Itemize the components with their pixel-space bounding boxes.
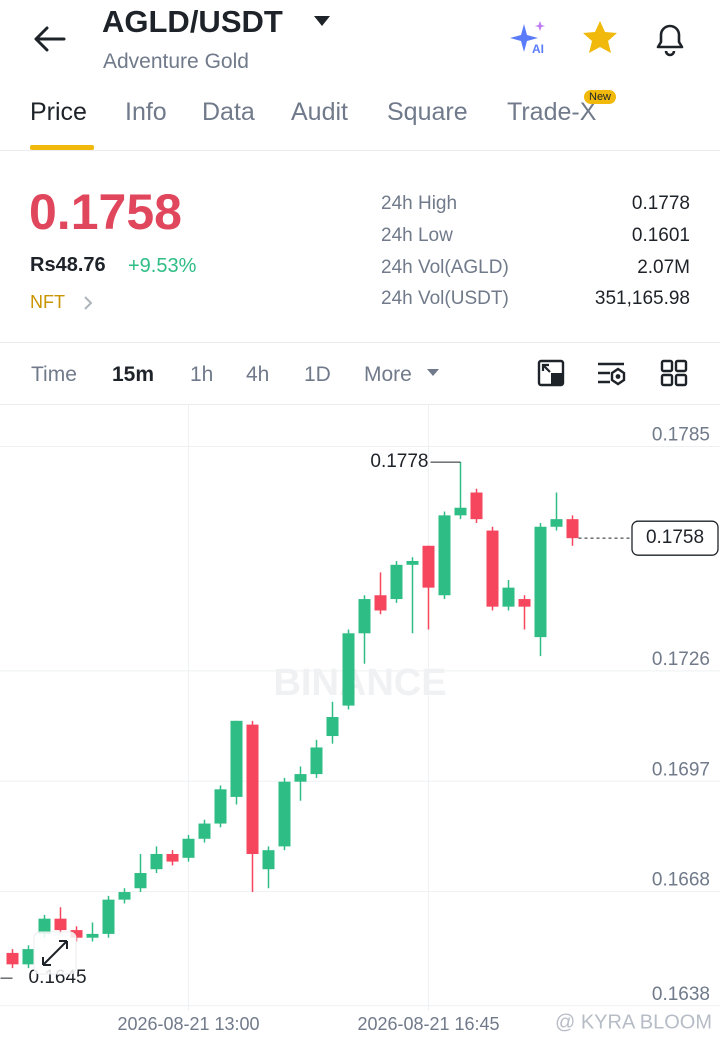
- candle-body: [278, 781, 291, 847]
- candle-body: [566, 519, 579, 539]
- candle-body: [262, 850, 275, 870]
- zoom-icon: [42, 940, 68, 966]
- candle-body: [374, 595, 387, 611]
- tab[interactable]: Info: [125, 98, 167, 126]
- candle-body: [166, 853, 179, 862]
- price-change: +9.53%: [128, 255, 197, 277]
- stat-label: 24h Low: [381, 225, 453, 246]
- fiat-price: Rs48.76: [30, 254, 106, 276]
- candle-body: [134, 873, 147, 889]
- candle-body: [534, 526, 547, 638]
- tab[interactable]: Trade-X: [507, 98, 597, 126]
- divider: [0, 342, 720, 343]
- tab-active[interactable]: Price: [30, 98, 87, 126]
- stat-value: 0.1778: [631, 193, 690, 214]
- interval[interactable]: 1h: [190, 363, 214, 386]
- y-tick-label: 0.1697: [652, 759, 710, 780]
- pair-name: Adventure Gold: [103, 50, 249, 73]
- x-tick-label: 2026-08-21 13:00: [117, 1014, 259, 1034]
- candle-body: [86, 933, 99, 938]
- y-tick-label: 0.1785: [652, 424, 710, 445]
- candle-body: [150, 853, 163, 870]
- tab-indicator: [30, 145, 94, 150]
- candle-body: [470, 492, 483, 520]
- pair-dropdown[interactable]: [312, 14, 332, 28]
- candle-body: [518, 599, 531, 607]
- interval[interactable]: 1D: [304, 363, 331, 386]
- candle-body: [54, 918, 67, 931]
- stat-value: 351,165.98: [594, 288, 690, 309]
- candle-body: [342, 633, 355, 706]
- y-tick-label: 0.1638: [652, 984, 710, 1005]
- notification-button[interactable]: [650, 18, 690, 58]
- watermark: BINANCE: [273, 662, 446, 704]
- candle-body: [550, 519, 563, 527]
- favorite-button[interactable]: [580, 18, 620, 58]
- stat-label: 24h Vol(AGLD): [381, 257, 509, 278]
- candle-body: [486, 530, 499, 607]
- nft-tag[interactable]: NFT: [30, 292, 65, 312]
- candle-body: [22, 949, 35, 965]
- candle-body: [118, 892, 131, 900]
- candle-body: [358, 599, 371, 634]
- ai-button[interactable]: AI: [508, 18, 552, 58]
- last-price-label: 0.1758: [646, 527, 704, 548]
- last-price: 0.1758: [29, 184, 182, 240]
- y-tick-label: 0.1726: [652, 649, 710, 670]
- candle-body: [502, 587, 515, 607]
- x-tick-label: 2026-08-21 16:45: [357, 1014, 499, 1034]
- candle-body: [214, 789, 227, 824]
- candle-body: [454, 507, 467, 516]
- new-badge: New: [584, 90, 617, 104]
- stat-label: 24h High: [381, 193, 458, 214]
- stat-value: 2.07M: [637, 257, 690, 278]
- candle-body: [326, 717, 339, 737]
- candle-body: [246, 724, 259, 854]
- stat-label: 24h Vol(USDT): [381, 288, 509, 309]
- high-marker-label: 0.1778: [370, 451, 428, 472]
- candle-body: [102, 899, 115, 934]
- candle-body: [38, 918, 51, 934]
- pair-title[interactable]: AGLD/USDT: [102, 4, 283, 39]
- divider: [0, 404, 720, 405]
- credit: @ KYRA BLOOM: [555, 1011, 712, 1033]
- back-button[interactable]: [30, 22, 70, 56]
- candle-body: [6, 952, 19, 965]
- candle-body: [406, 561, 419, 565]
- svg-text:AI: AI: [532, 42, 544, 56]
- tab[interactable]: Square: [387, 98, 468, 126]
- nft-arrow: [84, 296, 93, 310]
- candle-body: [390, 564, 403, 600]
- more-dropdown[interactable]: [425, 367, 441, 379]
- expand-button[interactable]: [536, 358, 566, 388]
- layout-button[interactable]: [659, 358, 689, 388]
- candle-body: [438, 515, 451, 596]
- divider: [0, 150, 720, 151]
- candle-body: [422, 545, 435, 588]
- zoom-button[interactable]: [33, 931, 77, 975]
- candle-body: [230, 720, 243, 797]
- tab[interactable]: Audit: [291, 98, 348, 126]
- indicator-button[interactable]: [596, 358, 628, 388]
- candle-body: [294, 774, 307, 782]
- tab[interactable]: Data: [202, 98, 255, 126]
- y-tick-label: 0.1668: [652, 870, 710, 891]
- candle-body: [182, 838, 195, 858]
- interval[interactable]: Time: [31, 363, 77, 386]
- candlestick-chart: 0.1638 0.1668 0.1697 0.1726 0.1785 2026-08-21…: [0, 405, 720, 1034]
- candle-body: [310, 747, 323, 775]
- interval-active[interactable]: 15m: [112, 363, 155, 386]
- interval[interactable]: More: [364, 363, 412, 386]
- interval[interactable]: 4h: [246, 363, 270, 386]
- candle-body: [198, 823, 211, 839]
- last-price-box: [631, 520, 719, 556]
- stat-value: 0.1601: [631, 225, 690, 246]
- candle-body: [70, 930, 83, 938]
